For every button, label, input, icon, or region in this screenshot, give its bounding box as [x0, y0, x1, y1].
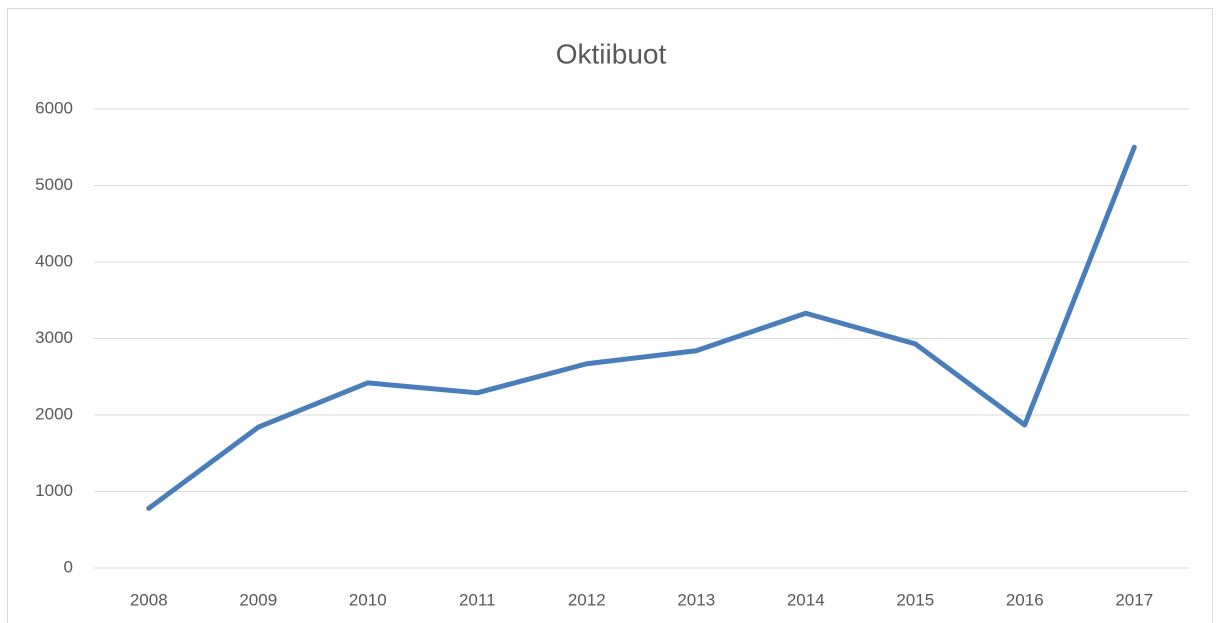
y-tick-label: 0 [64, 557, 73, 576]
y-tick-label: 4000 [35, 251, 73, 270]
chart-title: Oktiibuot [556, 38, 667, 69]
y-tick-label: 3000 [35, 328, 73, 347]
x-tick-label: 2011 [459, 590, 496, 609]
x-tick-label: 2016 [1006, 590, 1044, 609]
data-line [146, 144, 1137, 511]
y-tick-label: 1000 [35, 481, 73, 500]
y-tick-label: 2000 [35, 404, 73, 423]
chart-border [7, 8, 1213, 623]
x-tick-label: 2015 [896, 590, 934, 609]
y-tick-label: 5000 [35, 175, 73, 194]
y-tick-label: 6000 [35, 98, 73, 117]
x-tick-label: 2009 [239, 590, 277, 609]
x-tick-label: 2012 [568, 590, 606, 609]
x-tick-label: 2013 [677, 590, 715, 609]
x-tick-label: 2014 [787, 590, 825, 609]
x-tick-label: 2008 [130, 590, 168, 609]
x-tick-label: 2017 [1115, 590, 1153, 609]
x-tick-label: 2010 [349, 590, 387, 609]
